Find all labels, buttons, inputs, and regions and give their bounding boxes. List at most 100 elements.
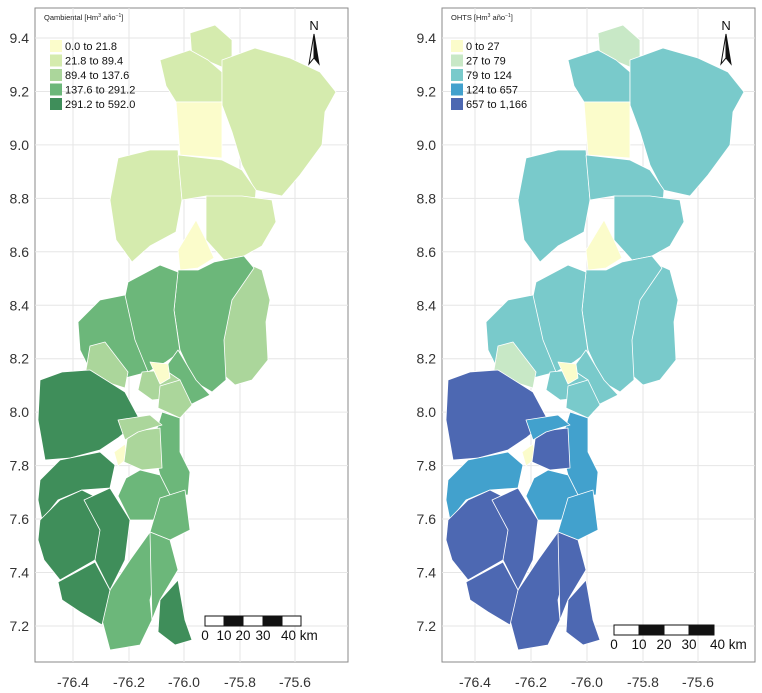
scale-bar-segment bbox=[242, 615, 264, 627]
watershed-region bbox=[117, 414, 163, 441]
watershed-regions bbox=[37, 24, 337, 651]
y-tick-label: 8.8 bbox=[417, 190, 437, 206]
y-tick-label: 7.6 bbox=[417, 511, 437, 527]
y-tick-label: 8.4 bbox=[417, 297, 437, 313]
watershed-region bbox=[149, 489, 191, 541]
y-tick-label: 9.4 bbox=[10, 30, 30, 46]
scale-bar-label: 10 bbox=[631, 637, 646, 652]
watershed-region bbox=[221, 47, 337, 197]
watershed-region bbox=[491, 487, 539, 591]
watershed-region bbox=[509, 531, 569, 651]
watershed-region bbox=[445, 369, 549, 461]
y-tick-label: 7.2 bbox=[10, 618, 30, 634]
watershed-region bbox=[37, 369, 141, 461]
watershed-region bbox=[177, 219, 215, 271]
y-tick-label: 8.0 bbox=[10, 404, 30, 420]
y-tick-label: 7.8 bbox=[417, 458, 437, 474]
north-label: N bbox=[721, 18, 730, 33]
legend-swatch bbox=[451, 54, 463, 67]
legend-label: 0.0 to 21.8 bbox=[65, 41, 117, 53]
scale-bar-label: 20 bbox=[235, 628, 250, 643]
legend-swatch bbox=[50, 69, 62, 81]
scale-bar-label: 40 km bbox=[710, 637, 747, 652]
watershed-region bbox=[531, 427, 571, 471]
watershed-region bbox=[83, 487, 131, 591]
x-tick-label: -75.8 bbox=[627, 674, 659, 690]
scale-bar: 0 10 20 30 40 km bbox=[610, 624, 747, 652]
north-arrow-icon-fill bbox=[313, 33, 320, 66]
y-tick-label: 9.2 bbox=[417, 83, 437, 99]
y-tick-label: 9.0 bbox=[10, 137, 30, 153]
x-tick-label: -76.2 bbox=[113, 674, 145, 690]
y-tick-label: 8.8 bbox=[10, 190, 30, 206]
scale-bar: 0 10 20 30 40 km bbox=[201, 615, 318, 643]
x-tick-label: -76.0 bbox=[168, 674, 200, 690]
watershed-region bbox=[149, 531, 179, 621]
x-tick-label: -75.6 bbox=[682, 674, 714, 690]
scale-bar-segment bbox=[223, 615, 244, 627]
legend-swatch bbox=[451, 98, 463, 110]
north-arrow: N bbox=[720, 18, 732, 66]
y-tick-label: 7.2 bbox=[417, 618, 437, 634]
legend-label: 137.6 to 291.2 bbox=[65, 85, 135, 97]
watershed-region bbox=[149, 361, 171, 385]
x-tick-label: -76.4 bbox=[459, 674, 491, 690]
y-tick-label: 8.6 bbox=[417, 244, 437, 260]
watershed-region bbox=[613, 195, 685, 261]
scale-bar-label: 10 bbox=[216, 628, 231, 643]
y-tick-label: 8.2 bbox=[10, 351, 30, 367]
legend-label: 0 to 27 bbox=[466, 41, 500, 53]
scale-bar-label: 40 km bbox=[281, 628, 318, 643]
legend-label: 89.4 to 137.6 bbox=[65, 70, 129, 82]
legend-swatch bbox=[50, 83, 62, 96]
y-tick-label: 7.6 bbox=[10, 511, 30, 527]
y-tick-label: 8.4 bbox=[10, 297, 30, 313]
y-tick-label: 9.2 bbox=[10, 83, 30, 99]
watershed-region bbox=[525, 414, 571, 441]
map-panel-qambiental: 9.4 9.2 9.0 8.8 8.6 8.4 8.2 8.0 7.8 7.6 7.4 7.2 -76… bbox=[10, 7, 349, 690]
north-arrow-icon-fill bbox=[725, 33, 732, 66]
watershed-regions bbox=[445, 24, 745, 651]
legend-swatch bbox=[50, 40, 62, 52]
x-axis-tick-labels: -76.4 -76.2 -76.0 -75.8 -75.6 bbox=[459, 674, 714, 690]
scale-bar-label: 20 bbox=[656, 637, 671, 652]
map-panel-ohts: 9.4 9.2 9.0 8.8 8.6 8.4 8.2 8.0 7.8 7.6 7.4 7.2 -76… bbox=[417, 7, 756, 690]
legend-label: 291.2 to 592.0 bbox=[65, 99, 135, 111]
y-tick-label: 9.4 bbox=[417, 30, 437, 46]
y-tick-label: 7.4 bbox=[10, 565, 30, 581]
x-tick-label: -76.2 bbox=[515, 674, 547, 690]
legend-title: Qambiental [Hm3 año−1] bbox=[44, 13, 123, 22]
scale-bar-label: 0 bbox=[610, 637, 618, 652]
scale-bar-segment bbox=[688, 624, 715, 636]
watershed-region bbox=[157, 379, 193, 419]
y-tick-label: 7.4 bbox=[417, 565, 437, 581]
x-tick-label: -75.6 bbox=[279, 674, 311, 690]
watershed-region bbox=[123, 427, 163, 471]
watershed-region bbox=[585, 219, 623, 271]
scale-bar-segment bbox=[204, 615, 225, 627]
legend: OHTS [Hm3 año−1] 0 to 27 27 to 79 79 to 12… bbox=[451, 13, 527, 111]
y-axis-tick-labels: 9.4 9.2 9.0 8.8 8.6 8.4 8.2 8.0 7.8 7.6 7.4 7.2 bbox=[417, 30, 437, 634]
north-arrow: N bbox=[308, 18, 320, 66]
watershed-region bbox=[517, 149, 591, 263]
watershed-region bbox=[109, 149, 183, 263]
scale-bar-label: 30 bbox=[681, 637, 696, 652]
watershed-region bbox=[557, 531, 587, 621]
watershed-region bbox=[157, 579, 193, 646]
y-tick-label: 8.0 bbox=[417, 404, 437, 420]
scale-bar-segment bbox=[281, 615, 302, 627]
legend: Qambiental [Hm3 año−1] 0.0 to 21.8 21.8 t… bbox=[44, 13, 135, 111]
watershed-region bbox=[557, 361, 579, 385]
scale-bar-segment bbox=[262, 615, 283, 627]
legend-swatch bbox=[451, 40, 463, 52]
watershed-region bbox=[465, 561, 519, 626]
legend-label: 124 to 657 bbox=[466, 85, 518, 97]
watershed-region bbox=[565, 379, 601, 419]
legend-swatch bbox=[50, 54, 62, 67]
scale-bar-segment bbox=[613, 624, 640, 636]
x-tick-label: -76.0 bbox=[571, 674, 603, 690]
y-axis-tick-labels: 9.4 9.2 9.0 8.8 8.6 8.4 8.2 8.0 7.8 7.6 7.4 7.2 bbox=[10, 30, 30, 634]
scale-bar-label: 30 bbox=[255, 628, 270, 643]
x-axis-tick-labels: -76.4 -76.2 -76.0 -75.8 -75.6 bbox=[57, 674, 311, 690]
watershed-region bbox=[583, 101, 631, 159]
